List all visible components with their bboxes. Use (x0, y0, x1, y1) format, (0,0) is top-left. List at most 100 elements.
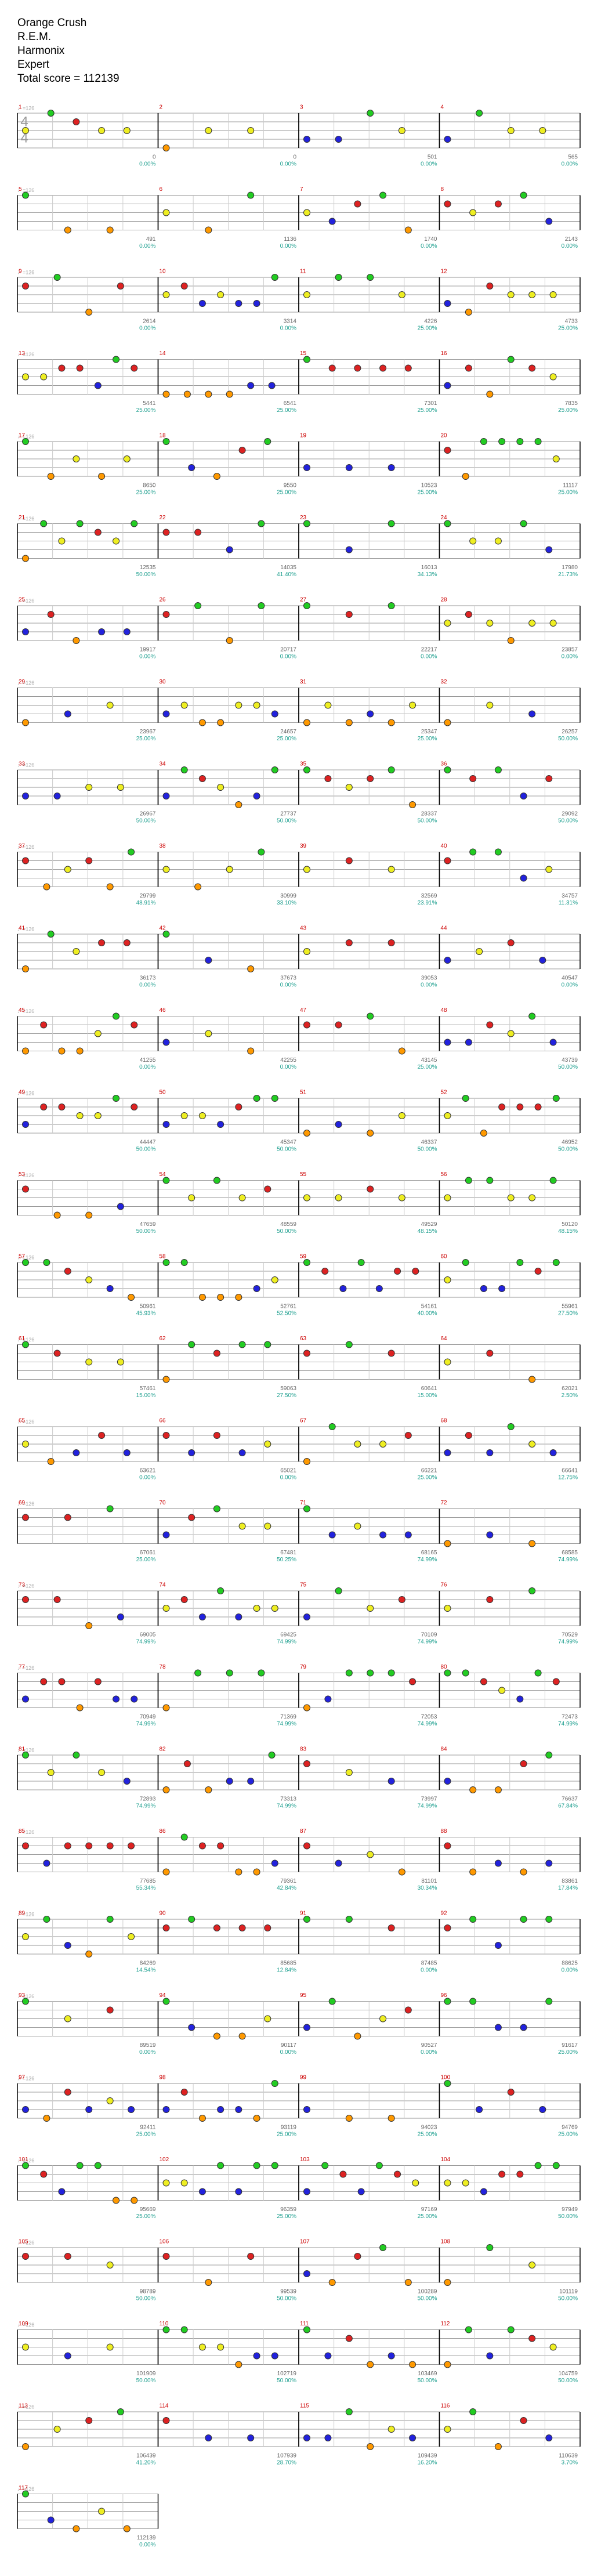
note (507, 291, 515, 298)
note (85, 2417, 93, 2424)
measure-number: 103 (300, 2157, 310, 2163)
tempo: ♩=126 (17, 1337, 34, 1343)
note (235, 701, 242, 709)
measure-number: 49 (19, 1090, 26, 1096)
measure-score: 17980 (562, 565, 578, 571)
measure-percent: 0.00% (280, 243, 296, 249)
note (188, 1449, 195, 1456)
note (235, 2361, 242, 2368)
note (117, 1613, 124, 1620)
measure-number: 73 (19, 1582, 26, 1589)
note (534, 1268, 542, 1275)
measure-percent: 25.00% (418, 2213, 437, 2220)
note (476, 110, 483, 117)
note (394, 2170, 401, 2178)
note (465, 1432, 472, 1439)
note (131, 364, 138, 372)
measure-percent: 50.00% (136, 1228, 156, 1235)
note (40, 373, 48, 381)
measure-percent: 74.99% (277, 1721, 296, 1727)
note (194, 529, 202, 536)
note (106, 2343, 114, 2351)
measure-score: 44447 (140, 1139, 156, 1146)
measure-score: 22217 (421, 647, 437, 653)
note (217, 784, 224, 791)
note (194, 883, 202, 891)
measure-number: 95 (300, 1992, 307, 1999)
note (98, 127, 106, 134)
measure-number: 62 (160, 1336, 166, 1342)
note (113, 2197, 120, 2204)
measure-number: 56 (441, 1171, 448, 1178)
measure-score: 2614 (143, 319, 156, 325)
note (345, 1769, 353, 1776)
note (465, 1039, 472, 1046)
note (528, 1540, 536, 1547)
tempo: ♩=126 (17, 1829, 34, 1835)
note (271, 1605, 278, 1612)
note (205, 2434, 212, 2441)
note (43, 2115, 50, 2122)
measure-number: 8 (441, 186, 444, 193)
note (22, 2162, 29, 2169)
note (58, 1104, 66, 1110)
note (113, 1095, 120, 1102)
measure-score: 106439 (136, 2453, 156, 2459)
note (180, 2179, 188, 2187)
note (53, 1211, 61, 1219)
measure-score: 112139 (137, 2535, 156, 2541)
measure-number: 51 (300, 1090, 307, 1096)
note (162, 611, 170, 618)
note (444, 2426, 451, 2433)
note (354, 2253, 361, 2260)
note (53, 793, 61, 799)
note (213, 1505, 220, 1513)
note (162, 793, 170, 799)
measure-number: 64 (441, 1336, 448, 1342)
note (462, 473, 469, 480)
measure-percent: 28.70% (277, 2460, 296, 2466)
measure-number: 38 (160, 843, 166, 849)
measure-number: 114 (160, 2403, 169, 2409)
measure-number: 30 (160, 679, 166, 685)
note (465, 1177, 472, 1184)
note (217, 2106, 224, 2113)
note (534, 2162, 542, 2169)
note (162, 209, 170, 216)
note (335, 1121, 342, 1128)
note (271, 1859, 278, 1867)
note (549, 1177, 557, 1184)
measure-score: 491 (146, 236, 156, 243)
measure-percent: 0.00% (280, 654, 296, 660)
measure-number: 75 (300, 1582, 307, 1589)
note (253, 1095, 260, 1102)
note (253, 1605, 260, 1612)
note (387, 1349, 395, 1357)
note (22, 373, 29, 381)
note (22, 2253, 29, 2260)
measure-score: 67481 (280, 1550, 296, 1556)
note (247, 191, 255, 199)
note (345, 546, 353, 553)
note (469, 2408, 477, 2415)
measure-percent: 0.00% (562, 243, 578, 249)
tempo: ♩=126 (17, 1501, 34, 1507)
measure-percent: 14.54% (136, 1967, 156, 1974)
measure-score: 90117 (281, 2042, 297, 2049)
time-sig-bottom: 4 (20, 130, 28, 146)
note (188, 1341, 195, 1348)
note (271, 2352, 278, 2360)
measure-percent: 0.00% (562, 654, 578, 660)
note (494, 1786, 502, 1793)
measure-number: 50 (160, 1090, 166, 1096)
tempo: ♩=126 (17, 1173, 34, 1178)
measure-percent: 67.84% (558, 1803, 578, 1810)
note (498, 438, 506, 445)
note (85, 1622, 93, 1629)
note (131, 2197, 138, 2204)
note (444, 2080, 451, 2087)
note (94, 1678, 102, 1685)
note (73, 948, 80, 955)
measure-percent: 30.34% (418, 1885, 437, 1891)
